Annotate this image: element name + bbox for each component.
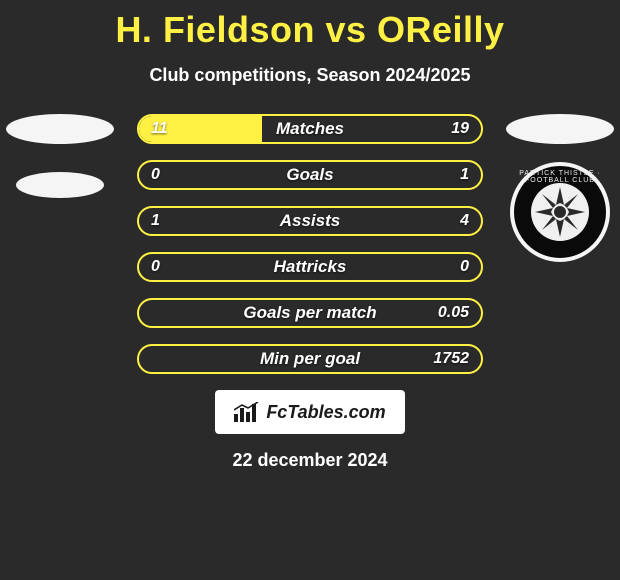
club-left-placeholder-icon bbox=[16, 172, 104, 198]
stat-label: Goals bbox=[139, 165, 481, 185]
stat-row: 0Hattricks0 bbox=[137, 252, 483, 282]
brand-chart-icon bbox=[234, 402, 260, 422]
stat-row: Goals per match0.05 bbox=[137, 298, 483, 328]
stat-row: 0Goals1 bbox=[137, 160, 483, 190]
club-badge-inner-icon bbox=[531, 183, 589, 241]
stat-value-right: 0.05 bbox=[438, 304, 469, 322]
player-right-placeholder-icon bbox=[506, 114, 614, 144]
stat-label: Hattricks bbox=[139, 257, 481, 277]
stat-value-right: 0 bbox=[460, 258, 469, 276]
right-badge-column: PARTICK THISTLE · FOOTBALL CLUB bbox=[500, 114, 620, 262]
stat-label: Matches bbox=[139, 119, 481, 139]
club-badge-text: PARTICK THISTLE · FOOTBALL CLUB bbox=[514, 170, 606, 184]
brand-badge: FcTables.com bbox=[215, 390, 405, 434]
player-left-placeholder-icon bbox=[6, 114, 114, 144]
subtitle: Club competitions, Season 2024/2025 bbox=[0, 65, 620, 86]
stat-value-right: 1752 bbox=[433, 350, 469, 368]
left-badge-column bbox=[0, 114, 120, 198]
stat-value-right: 19 bbox=[451, 120, 469, 138]
stats-list: 11Matches190Goals11Assists40Hattricks0Go… bbox=[137, 114, 483, 374]
stat-value-right: 1 bbox=[460, 166, 469, 184]
infographic-container: H. Fieldson vs OReilly Club competitions… bbox=[0, 0, 620, 471]
comparison-body: PARTICK THISTLE · FOOTBALL CLUB bbox=[0, 114, 620, 374]
stat-label: Goals per match bbox=[139, 303, 481, 323]
date-text: 22 december 2024 bbox=[0, 450, 620, 471]
stat-label: Assists bbox=[139, 211, 481, 231]
brand-text: FcTables.com bbox=[266, 402, 385, 423]
page-title: H. Fieldson vs OReilly bbox=[0, 9, 620, 51]
stat-row: 1Assists4 bbox=[137, 206, 483, 236]
stat-row: Min per goal1752 bbox=[137, 344, 483, 374]
club-right-badge: PARTICK THISTLE · FOOTBALL CLUB bbox=[510, 162, 610, 262]
stat-row: 11Matches19 bbox=[137, 114, 483, 144]
stat-label: Min per goal bbox=[139, 349, 481, 369]
stat-value-right: 4 bbox=[460, 212, 469, 230]
